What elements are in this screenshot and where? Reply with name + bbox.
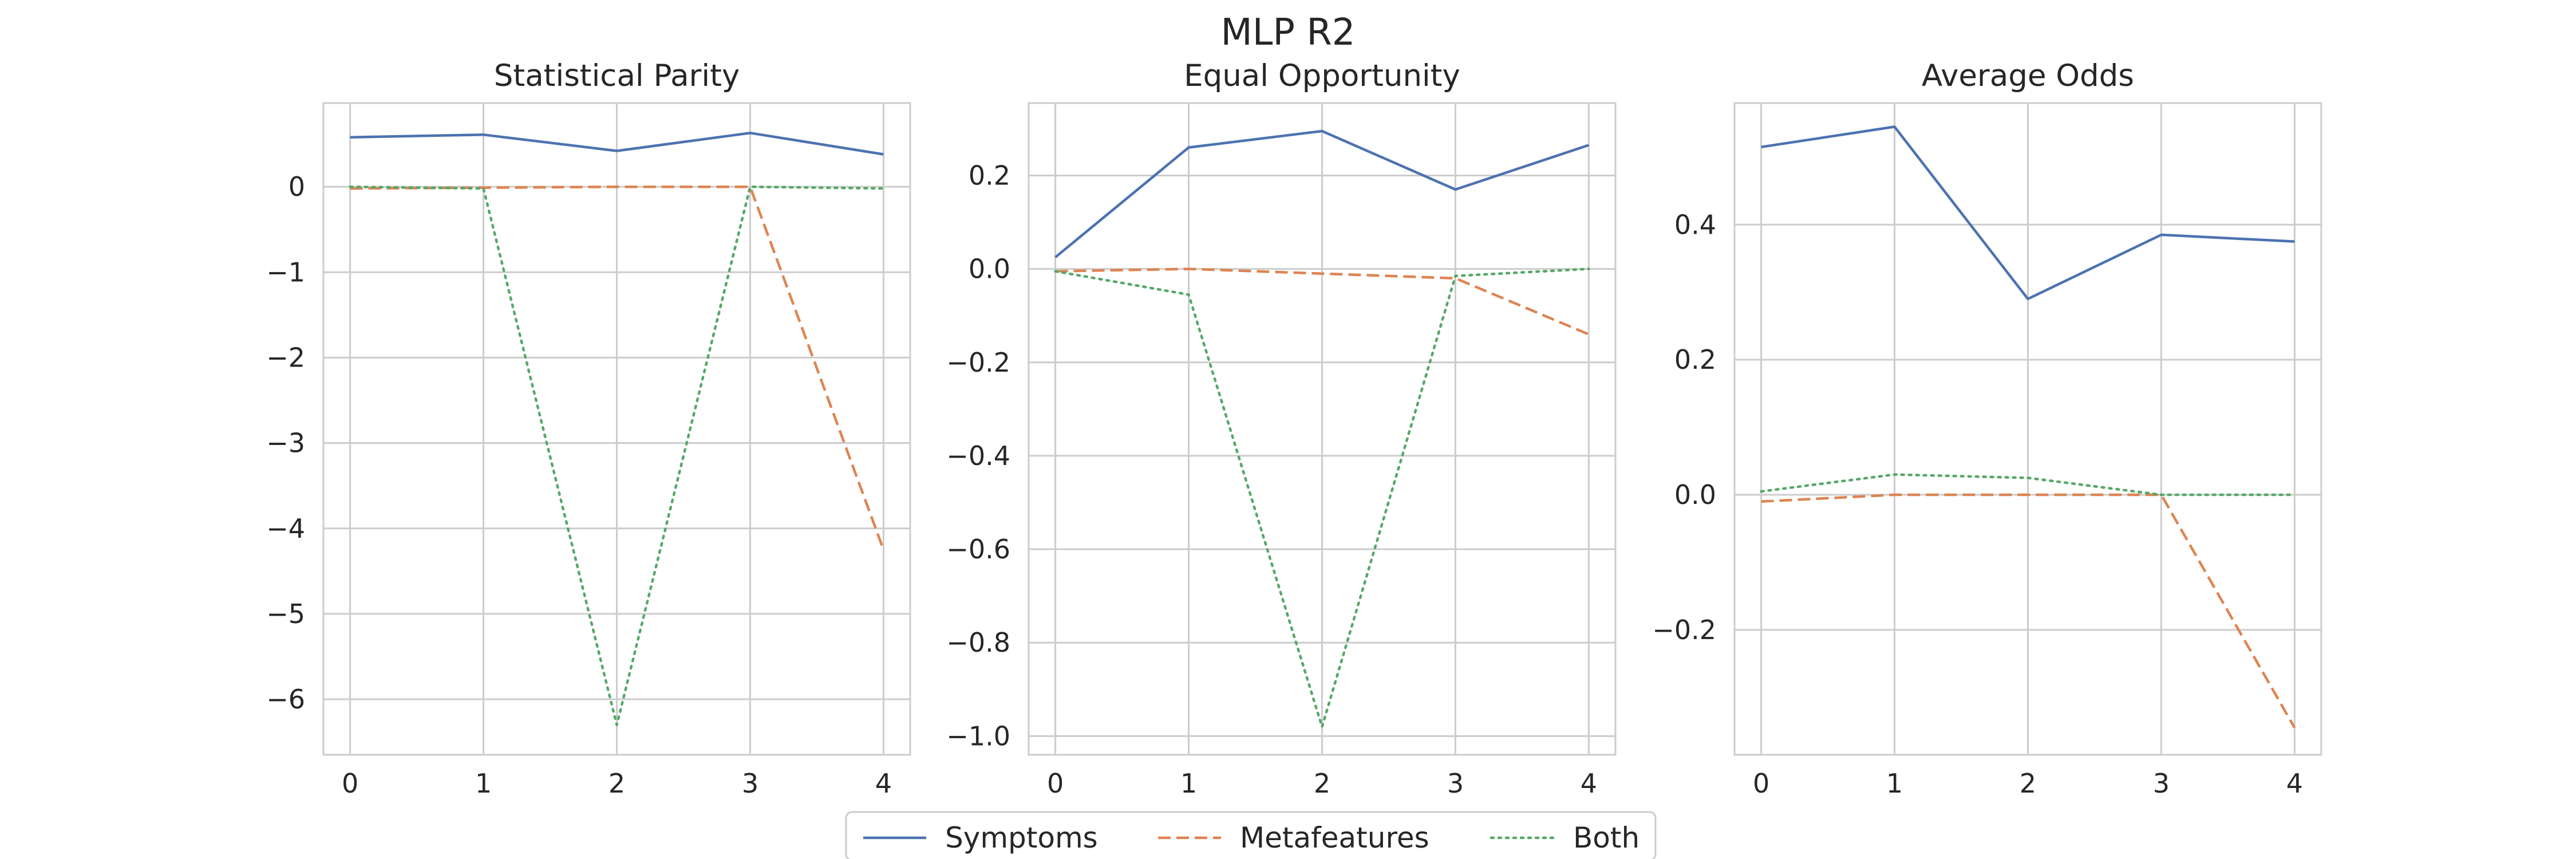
y-tick-label: 0.0: [969, 254, 1010, 285]
y-tick-label: −3: [266, 428, 305, 459]
series-line-symptoms: [1761, 125, 2295, 301]
subplot-title: Average Odds: [1922, 58, 2134, 93]
y-tick-label: −6: [266, 684, 305, 715]
series-line-metafeatures: [1055, 267, 1590, 336]
x-tick-label: 2: [1314, 768, 1330, 799]
x-tick-label: 4: [1581, 768, 1597, 799]
y-tick-label: 0.2: [969, 160, 1010, 191]
subplot-2: Equal Opportunity 0 1 2 3 4 0.2 0.0 −0.2 −0.4 −0.6…: [946, 58, 1617, 799]
subplot-3: Average Odds 0 1 2 3 4 0.4 0.2 0.0 −0.2: [1652, 58, 2322, 799]
gridlines: [1735, 103, 2321, 755]
x-tick-label: 3: [2153, 768, 2170, 799]
gridlines: [1029, 103, 1615, 755]
legend-label-symptoms: Symptoms: [945, 821, 1098, 854]
x-tick-label: 0: [1753, 768, 1769, 799]
series-line-both: [1054, 267, 1590, 728]
gridlines: [323, 103, 910, 755]
axes-frame: [1028, 102, 1617, 756]
x-tick-label: 3: [1447, 768, 1464, 799]
x-tick-label: 2: [609, 768, 625, 799]
series-line-both: [349, 185, 885, 727]
legend-label-both: Both: [1573, 821, 1639, 854]
y-tick-label: −5: [266, 598, 305, 629]
axes-frame: [322, 102, 911, 756]
y-tick-label: −1: [266, 257, 305, 287]
x-tick-label: 4: [2286, 768, 2303, 799]
y-tick-label: −0.2: [1652, 614, 1716, 645]
x-tick-label: 4: [875, 768, 892, 799]
series-line-symptoms: [350, 131, 884, 156]
x-tick-label: 0: [1047, 768, 1064, 799]
y-tick-label: 0.2: [1674, 344, 1716, 375]
x-tick-label: 2: [2020, 768, 2036, 799]
series-line-metafeatures: [1761, 493, 2296, 728]
y-tick-label: −0.6: [946, 534, 1010, 565]
legend: Symptoms Metafeatures Both: [845, 811, 1657, 859]
series-line-symptoms: [1054, 129, 1590, 258]
y-tick-label: 0: [289, 171, 305, 202]
y-tick-label: −1.0: [946, 720, 1010, 751]
x-tick-label: 0: [342, 768, 358, 799]
y-tick-label: 0.4: [1674, 209, 1716, 240]
subplot-title: Equal Opportunity: [1184, 58, 1460, 93]
subplot-1: Statistical Parity 0 1 2 3 4 0 −1 −2 −3 −4 −5 −6: [266, 58, 911, 799]
x-tick-label: 1: [1886, 768, 1903, 799]
x-tick-label: 1: [1180, 768, 1197, 799]
legend-frame: [845, 811, 1657, 859]
series-line-both: [1760, 473, 2296, 497]
y-tick-label: −0.8: [946, 627, 1010, 658]
y-tick-label: −2: [266, 342, 305, 373]
figure-title: MLP R2: [1221, 11, 1356, 54]
y-tick-label: −4: [266, 513, 305, 544]
x-tick-label: 1: [475, 768, 492, 799]
axes-frame: [1733, 102, 2322, 756]
series-line-metafeatures: [350, 185, 885, 550]
y-tick-label: 0.0: [1674, 479, 1716, 510]
y-tick-label: −0.4: [946, 440, 1010, 471]
y-tick-label: −0.2: [946, 347, 1010, 378]
x-tick-label: 3: [742, 768, 758, 799]
legend-label-metafeatures: Metafeatures: [1240, 821, 1429, 854]
subplot-title: Statistical Parity: [494, 58, 740, 93]
